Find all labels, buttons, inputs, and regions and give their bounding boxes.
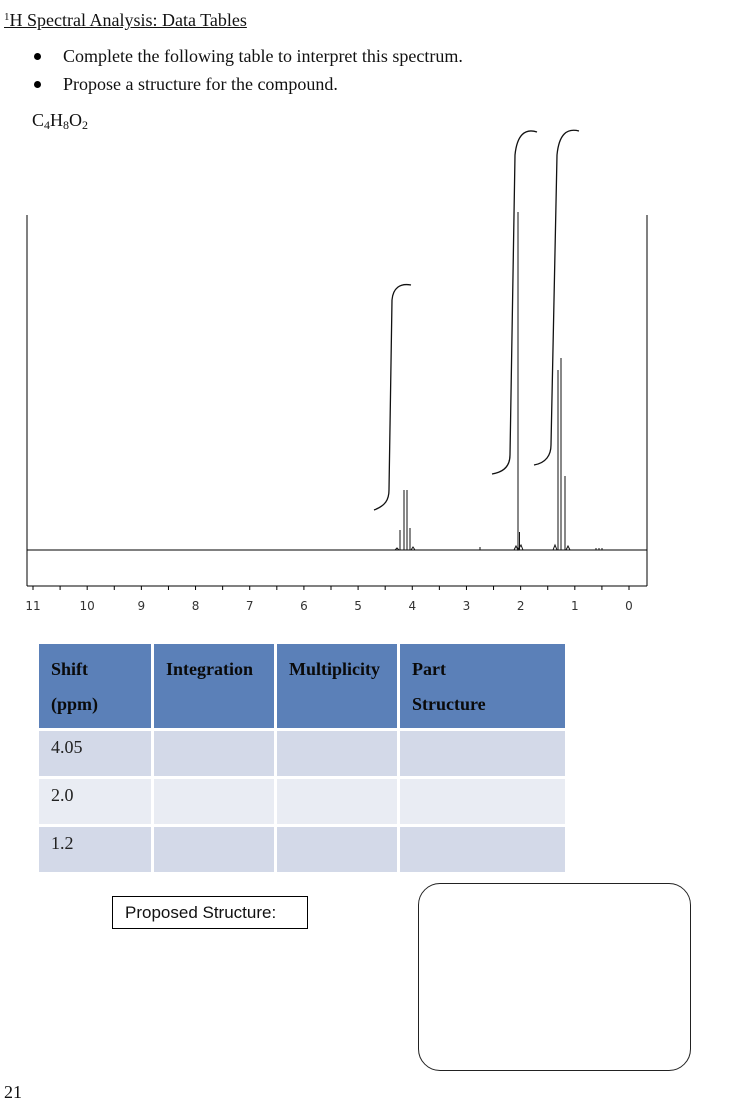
x-tick-label: 0 [625, 599, 633, 613]
formula-carbon-count: 4 [44, 118, 51, 132]
table-header-row: Shift (ppm) Integration Multiplicity Part… [39, 644, 565, 728]
peak-4.05-base [394, 547, 400, 551]
header-shift: Shift (ppm) [39, 644, 151, 728]
x-axis-tick-labels: 11 10 9 8 7 6 5 4 3 2 1 0 [25, 599, 632, 613]
nmr-spectrum: 11 10 9 8 7 6 5 4 3 2 1 0 [25, 129, 648, 613]
data-table-container: Shift (ppm) Integration Multiplicity Part… [39, 644, 568, 875]
cell-integration[interactable] [154, 827, 274, 872]
peak-1.2-base [552, 543, 571, 551]
formula-oxygen-count: 2 [82, 118, 89, 132]
formula-oxygen: O [69, 110, 83, 130]
integration-curve-1.2 [533, 129, 580, 466]
header-multiplicity-label: Multiplicity [289, 659, 380, 679]
header-multiplicity: Multiplicity [277, 644, 397, 728]
x-tick-label: 1 [571, 599, 579, 613]
formula-carbon: C [32, 110, 45, 130]
x-tick-label: 10 [80, 599, 95, 613]
peak-2.0-base [513, 543, 524, 552]
table-row: 4.05 [39, 731, 565, 776]
cell-part-structure[interactable] [400, 731, 565, 776]
title-superscript: 1 [4, 11, 10, 23]
x-tick-label: 8 [192, 599, 200, 613]
x-tick-label: 7 [246, 599, 254, 613]
x-axis-ticks [32, 586, 630, 590]
cell-shift: 1.2 [39, 827, 151, 872]
x-tick-label: 6 [300, 599, 308, 613]
formula-hydrogen-count: 8 [63, 118, 70, 132]
cell-part-structure[interactable] [400, 827, 565, 872]
cell-integration[interactable] [154, 779, 274, 824]
page-number: 21 [4, 1082, 22, 1102]
formula-hydrogen: H [50, 110, 64, 130]
cell-multiplicity[interactable] [277, 731, 397, 776]
peak-2.0-singlet [513, 212, 524, 552]
integration-curve-4.05 [373, 283, 412, 511]
header-part-structure: Part Structure [400, 644, 565, 728]
x-tick-label: 9 [138, 599, 146, 613]
x-tick-label: 3 [463, 599, 471, 613]
header-shift-line2: (ppm) [51, 694, 99, 714]
baseline-noise [479, 547, 603, 550]
page-title: 1H Spectral Analysis: Data Tables [4, 10, 247, 31]
integration-curve-2.0 [491, 130, 538, 475]
x-tick-label: 5 [354, 599, 362, 613]
cell-integration[interactable] [154, 731, 274, 776]
cell-shift: 4.05 [39, 731, 151, 776]
proposed-structure-label: Proposed Structure: [112, 896, 308, 929]
header-part-line2: Structure [412, 694, 486, 714]
data-table: Shift (ppm) Integration Multiplicity Part… [36, 641, 568, 875]
title-text: H Spectral Analysis: Data Tables [9, 10, 247, 30]
cell-multiplicity[interactable] [277, 779, 397, 824]
proposed-structure-box[interactable] [418, 883, 691, 1071]
instruction-item: Propose a structure for the compound. [30, 72, 463, 100]
x-tick-label: 4 [408, 599, 416, 613]
header-integration-label: Integration [166, 659, 253, 679]
instruction-item: Complete the following table to interpre… [30, 44, 463, 72]
x-tick-label: 11 [25, 599, 40, 613]
x-tick-label: 2 [517, 599, 525, 613]
table-row: 1.2 [39, 827, 565, 872]
table-row: 2.0 [39, 779, 565, 824]
peak-1.2-triplet [552, 358, 571, 551]
header-shift-line1: Shift [51, 659, 89, 679]
header-integration: Integration [154, 644, 274, 728]
peak-4.05-base-right [410, 546, 416, 551]
molecular-formula: C4H8O2 [32, 110, 88, 133]
peak-4.05-quartet [394, 490, 416, 551]
cell-part-structure[interactable] [400, 779, 565, 824]
cell-shift: 2.0 [39, 779, 151, 824]
header-part-line1: Part [412, 659, 446, 679]
instruction-list: Complete the following table to interpre… [30, 44, 463, 100]
cell-multiplicity[interactable] [277, 827, 397, 872]
